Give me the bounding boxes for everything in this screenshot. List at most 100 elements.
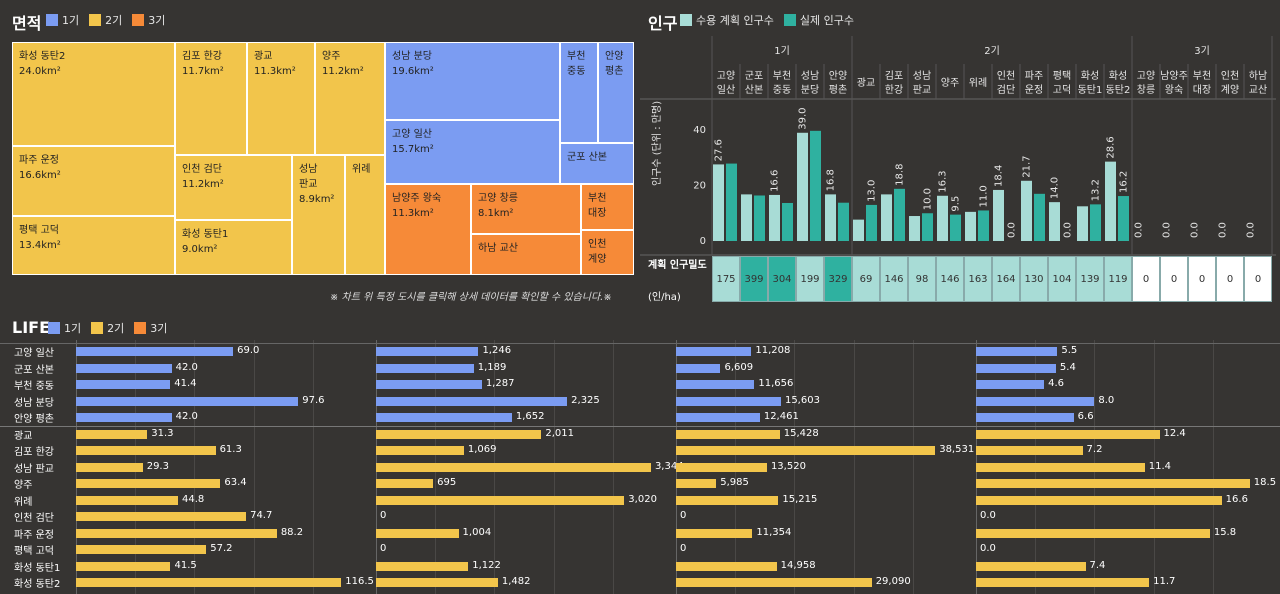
density-cell: 175 [712, 256, 740, 302]
tile-seongnam-pangyo[interactable]: 성남 판교 8.9km² [292, 155, 345, 275]
tile-value: 16.6km² [19, 170, 61, 181]
life-bar [976, 462, 1145, 472]
tile-wirye[interactable]: 위례 [345, 155, 385, 275]
tile-gwanggyo[interactable]: 광교 11.3km² [247, 42, 315, 155]
life-bar [376, 528, 459, 538]
life-bar-value: 11,208 [755, 345, 791, 356]
bar-value-label: 9.5 [951, 196, 962, 212]
density-cell: 0 [1160, 256, 1188, 302]
life-bar-value: 97.6 [302, 394, 325, 406]
life-bar [376, 479, 434, 488]
tile-bucheon-jungdong[interactable]: 부천 중동 [560, 42, 598, 143]
life-bar [676, 380, 755, 389]
bar-value-label: 21.7 [1022, 156, 1033, 178]
row-label: 안양 평촌 [14, 414, 54, 425]
tile-goyang-ilsan[interactable]: 고양 일산 15.7km² [385, 120, 560, 184]
gridline [1212, 340, 1214, 594]
life-bar [976, 380, 1045, 389]
life-bar-value: 0.0 [980, 510, 996, 521]
life-bar-value: 12.4 [1163, 427, 1186, 439]
actual-bar [838, 202, 849, 241]
planned-bar [825, 194, 836, 241]
actual-bar [922, 213, 933, 241]
tile-pyeongtaek-godeok[interactable]: 평택 고덕 13.4km² [12, 216, 175, 275]
legend-label-actual: 실제 인구수 [799, 14, 854, 27]
life-bar [376, 363, 474, 373]
tile-hwaseong-dongtan1[interactable]: 화성 동탄1 9.0km² [175, 220, 292, 275]
tile-incheon-geomdan[interactable]: 인천 검단 11.2km² [175, 155, 292, 220]
actual-bar [1090, 204, 1101, 241]
life-bar [376, 561, 469, 571]
life-bar [976, 446, 1083, 455]
life-bar [76, 363, 172, 373]
life-bar [676, 363, 721, 373]
life-legend: 1기 2기 3기 [48, 320, 177, 336]
life-bar [976, 528, 1210, 538]
life-bar [376, 495, 625, 505]
density-cell: 146 [880, 256, 908, 302]
tile-seongnam-bundang[interactable]: 성남 분당 19.6km² [385, 42, 560, 120]
life-bar [976, 396, 1095, 406]
planned-bar [937, 195, 948, 241]
bar-value-label: 0.0 [1246, 222, 1257, 238]
density-cell: 0 [1188, 256, 1216, 302]
tile-goyang-changneung[interactable]: 고양 창릉 8.1km² [471, 184, 581, 234]
bar-value-label: 18.8 [895, 164, 906, 186]
bar-value-label: 0.0 [1134, 222, 1145, 238]
life-bar [76, 396, 299, 406]
life-bar-value: 0 [380, 543, 387, 554]
tile-name: 성남 분당 [392, 51, 432, 62]
legend-label-3: 3기 [148, 14, 166, 27]
planned-bar [965, 211, 976, 241]
category-label: 인천 검단 [997, 70, 1015, 96]
legend-swatch-2 [89, 14, 102, 26]
life-bar-value: 16.6 [1225, 493, 1248, 505]
bar-value-label: 13.0 [867, 180, 878, 202]
life-bar [976, 429, 1160, 439]
tile-name: 화성 동탄2 [19, 51, 66, 62]
category-label: 인천 계양 [1221, 70, 1239, 96]
life-bar-value: 7.4 [1089, 559, 1106, 571]
category-label: 부천 중동 [773, 70, 791, 96]
density-cell: 0 [1132, 256, 1160, 302]
life-bar-value: 69.0 [237, 345, 260, 356]
life-bar [76, 578, 342, 587]
tile-name: 안양 평촌 [605, 51, 624, 77]
row-label: 위례 [14, 496, 33, 508]
legend-label-3: 3기 [150, 322, 168, 335]
life-bar-value: 6.6 [1077, 411, 1094, 422]
tile-name: 고양 창릉 [478, 193, 518, 204]
life-bar-value: 15,428 [783, 427, 819, 439]
tile-hwaseong-dongtan2[interactable]: 화성 동탄2 24.0km² [12, 42, 175, 146]
bar-value-label: 18.4 [994, 165, 1005, 187]
row-label: 화성 동탄1 [14, 562, 61, 574]
tile-namyangju-wangsuk[interactable]: 남양주 왕숙 11.3km² [385, 184, 471, 275]
category-label: 양주 [941, 77, 959, 89]
tile-gimpo-hangang[interactable]: 김포 한강 11.7km² [175, 42, 247, 155]
tile-value: 24.0km² [19, 66, 61, 77]
bar-value-label: 16.8 [826, 169, 837, 191]
tile-gunpo-sanbon[interactable]: 군포 산본 [560, 143, 634, 184]
tile-name: 광교 [254, 51, 273, 62]
life-bar-value: 38,531 [939, 444, 975, 455]
tile-incheon-gyeyang[interactable]: 인천 계양 [581, 230, 634, 275]
tile-anyang-pyeongchon[interactable]: 안양 평촌 [598, 42, 634, 143]
actual-bar [950, 214, 961, 241]
life-top-line [0, 343, 1280, 344]
bar-value-label: 0.0 [1190, 222, 1201, 238]
tile-name: 화성 동탄1 [182, 229, 229, 240]
category-label: 파주 운정 [1025, 70, 1043, 96]
density-cell: 199 [796, 256, 824, 302]
life-bar [76, 561, 171, 571]
legend-label-1: 1기 [62, 14, 80, 27]
tile-paju-unjeong[interactable]: 파주 운정 16.6km² [12, 146, 175, 216]
life-bar-value: 2,011 [545, 427, 574, 439]
planned-bar [713, 164, 724, 241]
tile-bucheon-daejang[interactable]: 부천 대장 [581, 184, 634, 230]
life-bar [676, 479, 717, 488]
tile-hanam-gyosan[interactable]: 하남 교산 [471, 234, 581, 275]
tile-yangju[interactable]: 양주 11.2km² [315, 42, 385, 155]
actual-bar [782, 202, 793, 241]
row-label: 인천 검단 [14, 513, 54, 524]
